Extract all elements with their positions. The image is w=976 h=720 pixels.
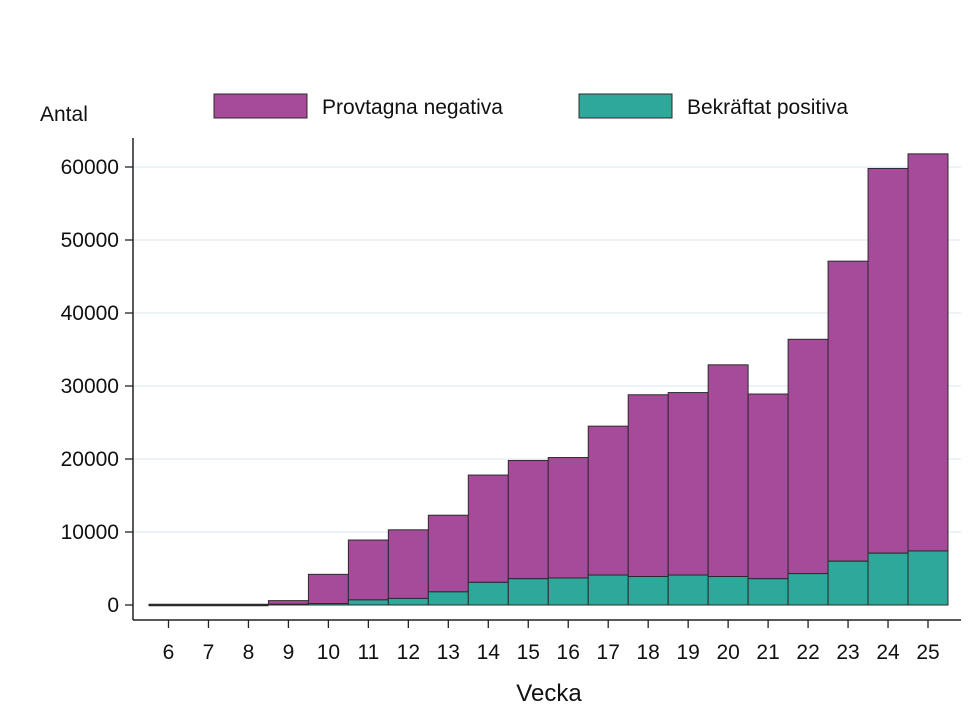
x-tick-label: 14: [477, 641, 501, 664]
legend-label: Bekräftat positiva: [687, 96, 848, 119]
bar-provtagna-negativa: [867, 167, 909, 554]
legend-swatch: [578, 93, 673, 119]
x-tick-label: 15: [517, 641, 540, 664]
bar-bekraftat-positiva: [507, 578, 549, 606]
y-tick-label: 30000: [61, 375, 119, 398]
bar-bekraftat-positiva: [587, 574, 629, 606]
bar-provtagna-negativa: [667, 392, 709, 576]
y-tick-label: 20000: [61, 448, 119, 471]
x-tick-label: 12: [397, 641, 420, 664]
x-tick-label: 21: [756, 641, 779, 664]
x-tick-label: 20: [716, 641, 739, 664]
y-tick-label: 40000: [61, 302, 119, 325]
x-tick-label: 6: [163, 641, 175, 664]
bar-bekraftat-positiva: [307, 603, 349, 606]
bar-provtagna-negativa: [427, 514, 469, 593]
legend-item-bekraftat-positiva: Bekräftat positiva: [578, 93, 848, 119]
bar-bekraftat-positiva: [387, 597, 429, 606]
legend: Provtagna negativa Bekräftat positiva: [213, 93, 848, 119]
bar-provtagna-negativa: [347, 539, 389, 601]
y-tick-label: 60000: [61, 156, 119, 179]
x-tick-label: 19: [676, 641, 699, 664]
bar-provtagna-negativa: [907, 153, 949, 552]
bar-bekraftat-positiva: [627, 576, 669, 606]
y-tick-label: 0: [107, 594, 119, 617]
legend-item-provtagna-negativa: Provtagna negativa: [213, 93, 503, 119]
bar-bekraftat-positiva: [267, 603, 309, 606]
bar-provtagna-negativa: [747, 393, 789, 580]
x-tick-label: 13: [437, 641, 460, 664]
x-tick-label: 16: [557, 641, 580, 664]
bar-provtagna-negativa: [787, 338, 829, 575]
x-axis-title: Vecka: [516, 680, 582, 707]
legend-swatch: [213, 93, 308, 119]
y-tick-label: 50000: [61, 229, 119, 252]
x-tick-label: 24: [876, 641, 900, 664]
bar-provtagna-negativa: [267, 600, 309, 605]
bar-provtagna-negativa: [507, 459, 549, 580]
bar-bekraftat-positiva: [867, 552, 909, 606]
bar-provtagna-negativa: [827, 260, 869, 562]
bar-provtagna-negativa: [707, 364, 749, 578]
x-tick-label: 23: [836, 641, 859, 664]
y-tick-label: 10000: [61, 521, 119, 544]
x-tick-label: 25: [916, 641, 939, 664]
x-tick-label: 10: [317, 641, 340, 664]
y-axis-title: Antal: [40, 103, 88, 126]
axes: 0 10000 20000 30000 40000 50000 60000 6 7 8 9 10 11 1…: [61, 138, 961, 664]
bar-bekraftat-positiva: [667, 574, 709, 606]
x-tick-label: 8: [243, 641, 255, 664]
bar-provtagna-negativa: [587, 425, 629, 576]
x-tick-label: 7: [203, 641, 215, 664]
bar-provtagna-negativa: [387, 529, 429, 599]
x-tick-label: 22: [796, 641, 819, 664]
bar-bekraftat-positiva: [707, 576, 749, 606]
bar-bekraftat-positiva: [547, 577, 589, 606]
bar-provtagna-negativa: [467, 474, 509, 583]
bar-provtagna-negativa: [307, 573, 349, 605]
x-tick-label: 9: [283, 641, 295, 664]
bar-bekraftat-positiva: [747, 578, 789, 606]
bar-bekraftat-positiva: [787, 573, 829, 606]
x-tick-label: 11: [357, 641, 379, 664]
x-tick-label: 17: [597, 641, 620, 664]
bar-provtagna-negativa: [627, 394, 669, 578]
bar-bekraftat-positiva: [907, 550, 949, 606]
legend-label: Provtagna negativa: [322, 96, 503, 119]
bar-bekraftat-positiva: [427, 591, 469, 606]
bar-bekraftat-positiva: [347, 599, 389, 606]
bar-bekraftat-positiva: [827, 560, 869, 606]
bar-provtagna-negativa: [547, 457, 589, 579]
bar-bekraftat-positiva: [467, 581, 509, 606]
bars: [148, 153, 949, 607]
x-tick-label: 18: [637, 641, 660, 664]
